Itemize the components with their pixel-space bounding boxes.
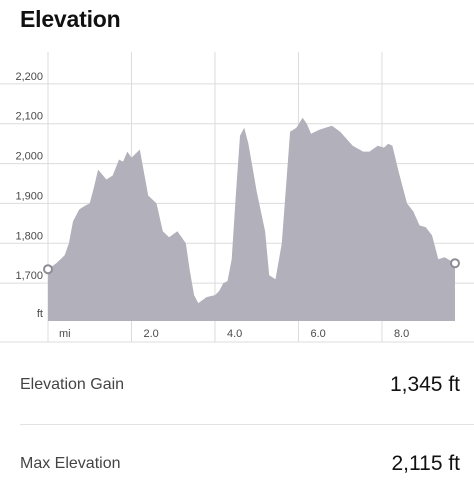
x-tick-label: 6.0 bbox=[310, 328, 325, 340]
x-unit-label: mi bbox=[59, 328, 71, 340]
y-unit-label: ft bbox=[37, 308, 43, 320]
x-tick-label: 2.0 bbox=[143, 328, 158, 340]
y-tick-label: 1,800 bbox=[15, 230, 43, 242]
start-marker bbox=[43, 264, 53, 275]
page-title: Elevation bbox=[20, 6, 121, 32]
end-marker bbox=[450, 258, 460, 269]
endpoint-markers bbox=[43, 258, 460, 275]
max-elevation-row: Max Elevation 2,115 ft bbox=[20, 444, 460, 484]
elevation-area[interactable] bbox=[48, 117, 455, 321]
elevation-gain-value: 1,345 ft bbox=[389, 373, 460, 396]
divider bbox=[20, 424, 474, 425]
y-tick-label: 2,000 bbox=[15, 151, 43, 163]
max-elevation-label: Max Elevation bbox=[20, 455, 121, 472]
x-tick-label: 8.0 bbox=[394, 328, 409, 340]
max-elevation-value: 2,115 ft bbox=[391, 452, 461, 475]
y-tick-label: 1,900 bbox=[15, 190, 43, 202]
x-tick-label: 4.0 bbox=[227, 328, 242, 340]
elevation-area-path[interactable] bbox=[48, 117, 455, 321]
y-tick-label: 1,700 bbox=[15, 270, 43, 282]
elevation-chart[interactable]: 1,700 1,800 1,900 2,000 2,100 2,200 2.0 4.0 6.0 8… bbox=[0, 52, 474, 347]
y-tick-label: 2,200 bbox=[15, 71, 43, 83]
elevation-gain-label: Elevation Gain bbox=[20, 376, 125, 393]
elevation-gain-row: Elevation Gain 1,345 ft bbox=[20, 365, 460, 405]
axis-labels: 1,700 1,800 1,900 2,000 2,100 2,200 2.0 4.0 6.0 8… bbox=[15, 71, 409, 340]
y-tick-label: 2,100 bbox=[15, 111, 43, 123]
